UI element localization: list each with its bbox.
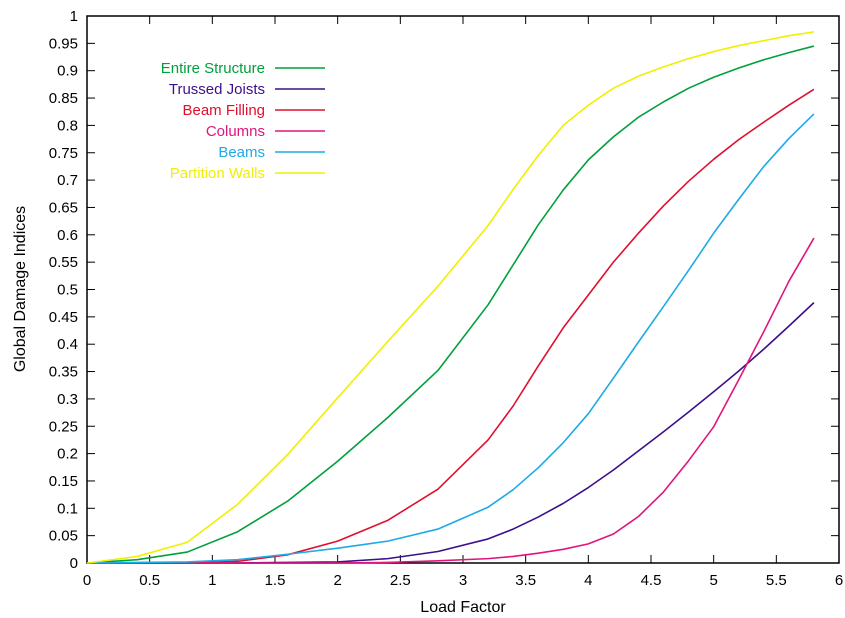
x-tick-label: 5 xyxy=(709,572,717,589)
y-tick-label: 0.95 xyxy=(49,35,78,52)
x-tick-label: 0.5 xyxy=(139,572,160,589)
y-tick-label: 0.85 xyxy=(49,90,78,107)
axis-ticks xyxy=(87,16,839,563)
x-tick-label: 0 xyxy=(83,572,91,589)
y-tick-label: 0.25 xyxy=(49,418,78,435)
y-tick-label: 0.9 xyxy=(57,63,78,80)
y-tick-label: 0 xyxy=(70,555,78,572)
plot-frame xyxy=(87,16,839,563)
x-tick-label: 5.5 xyxy=(766,572,787,589)
y-tick-label: 0.2 xyxy=(57,446,78,463)
y-tick-label: 0.55 xyxy=(49,254,78,271)
series-line-beam-filling xyxy=(87,89,814,563)
legend-label-columns: Columns xyxy=(206,123,265,140)
x-tick-label: 4 xyxy=(584,572,592,589)
x-tick-label: 6 xyxy=(835,572,843,589)
y-tick-label: 0.35 xyxy=(49,364,78,381)
y-tick-label: 0.45 xyxy=(49,309,78,326)
legend-label-entire-structure: Entire Structure xyxy=(161,60,265,77)
x-tick-label: 1 xyxy=(208,572,216,589)
y-tick-label: 0.05 xyxy=(49,528,78,545)
series-line-entire-structure xyxy=(87,46,814,563)
x-tick-label: 3.5 xyxy=(515,572,536,589)
y-tick-label: 0.15 xyxy=(49,473,78,490)
x-tick-labels: 0 0.5 1 1.5 2 2.5 3 3.5 4 4.5 5 5.5 6 xyxy=(83,572,843,589)
legend-label-trussed-joists: Trussed Joists xyxy=(169,81,265,98)
y-tick-label: 0.5 xyxy=(57,282,78,299)
y-axis-title: Global Damage Indices xyxy=(12,206,29,372)
y-tick-label: 0.7 xyxy=(57,172,78,189)
y-tick-label: 1 xyxy=(70,8,78,25)
x-tick-label: 2.5 xyxy=(390,572,411,589)
legend-label-beams: Beams xyxy=(218,144,265,161)
y-tick-label: 0.8 xyxy=(57,117,78,134)
legend-label-partition-walls: Partition Walls xyxy=(170,165,265,182)
series-line-columns xyxy=(87,238,814,563)
y-tick-label: 0.4 xyxy=(57,336,78,353)
x-tick-label: 1.5 xyxy=(265,572,286,589)
x-tick-label: 2 xyxy=(333,572,341,589)
legend-label-beam-filling: Beam Filling xyxy=(182,102,265,119)
y-tick-label: 0.1 xyxy=(57,500,78,517)
y-tick-label: 0.65 xyxy=(49,199,78,216)
y-tick-label: 0.75 xyxy=(49,145,78,162)
x-axis-title: Load Factor xyxy=(420,599,506,616)
y-tick-labels: 0 0.05 0.1 0.15 0.2 0.25 0.3 0.35 0.4 0.45 0.5 0.55… xyxy=(49,8,78,572)
x-tick-label: 4.5 xyxy=(641,572,662,589)
x-tick-label: 3 xyxy=(459,572,467,589)
y-tick-label: 0.3 xyxy=(57,391,78,408)
y-tick-label: 0.6 xyxy=(57,227,78,244)
legend: Entire Structure Trussed Joists Beam Filli… xyxy=(161,60,325,182)
